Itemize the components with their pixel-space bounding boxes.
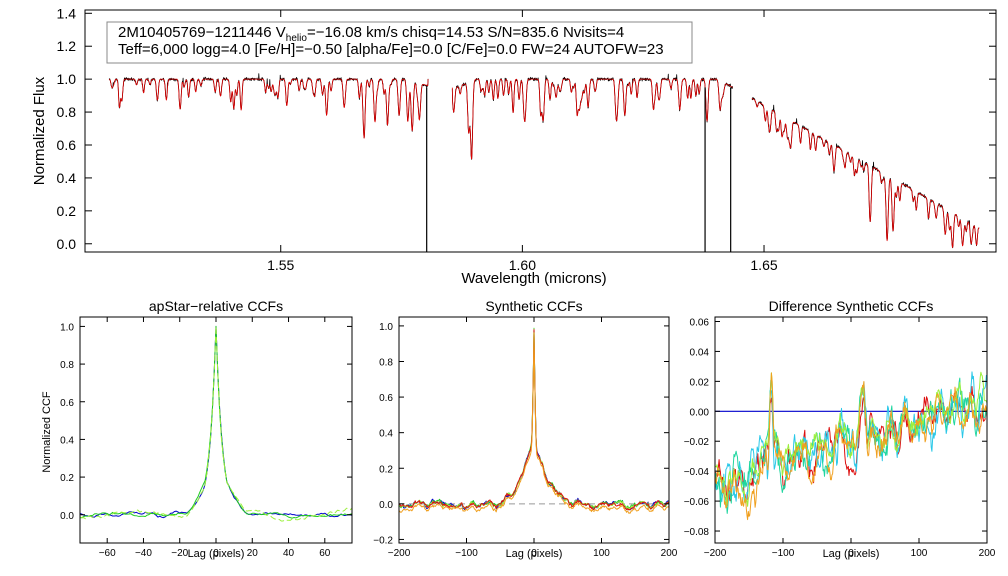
info-star-id: 2M10405769−1211446 V: [118, 24, 286, 41]
spectrum-x-tick-label: 1.55: [267, 257, 294, 273]
synthetic-ccf-x-axis-label: Lag (pixels): [506, 548, 563, 560]
spectrum-data: [108, 73, 980, 252]
synthetic-ccf-y-tick-label: 0.8: [379, 357, 393, 368]
spectrum-y-tick-label: 0.8: [57, 104, 77, 120]
spectrum-y-tick-label: 1.0: [57, 71, 77, 87]
difference-ccf-y-tick-label: −0.06: [684, 497, 710, 508]
apstar-ccf-x-tick-label: 20: [247, 548, 259, 559]
difference-ccf-y-tick-label: −0.02: [684, 437, 710, 448]
observed-spectrum-segment: [751, 97, 980, 249]
difference-ccf-x-tick-label: −100: [772, 548, 795, 559]
spectrum-y-tick-label: 0.4: [57, 170, 77, 186]
spectrum-ticks: 1.55 1.60 1.65 0.0 0.2 0.4 0.6 0.8 1.0 1.2 1.4: [57, 5, 996, 273]
spectrum-y-tick-label: 1.2: [57, 38, 77, 54]
apstar-ccf-ticks: −60 −40 −20 0 20 40 60 0.0 0.2 0.4 0.6 0.8 1.0: [60, 317, 352, 559]
difference-ccf-y-tick-label: −0.04: [684, 467, 710, 478]
spectrum-panel: 1.55 1.60 1.65 0.0 0.2 0.4 0.6 0.8 1.0 1.2 1.4 2M1…: [31, 5, 997, 287]
synthetic-ccf-y-tick-label: 0.2: [379, 464, 393, 475]
difference-ccf-x-axis-label: Lag (pixels): [823, 548, 880, 560]
difference-ccf-x-tick-label: 100: [911, 548, 928, 559]
difference-ccf-data: [714, 371, 988, 521]
info-box-frame: [106, 21, 693, 64]
apstar-ccf-title: apStar−relative CCFs: [149, 298, 283, 314]
synthetic-ccf-data: [398, 327, 670, 514]
apstar-ccf-x-tick-label: 0: [213, 548, 219, 559]
apstar-ccf-series-2: [79, 325, 353, 519]
synthetic-ccf-series-4: [398, 329, 670, 511]
apstar-ccf-frame: [79, 316, 353, 544]
spectrum-x-axis-label: Wavelength (microns): [461, 270, 606, 287]
synthetic-ccf-panel: −200 −100 0 100 200 −0.2 0.0 0.2 0.4 0.6 0.8 1.0 Sy…: [373, 298, 678, 560]
apstar-ccf-x-tick-label: −40: [135, 548, 152, 559]
spectrum-y-tick-label: 0.0: [57, 236, 77, 252]
difference-ccf-y-tick-label: −0.08: [684, 527, 710, 538]
model-spectrum-segment: [451, 78, 733, 160]
spectrum-x-tick-label: 1.65: [750, 257, 777, 273]
observed-spectrum-segment: [108, 73, 429, 139]
difference-ccf-y-tick-label: 0.04: [690, 347, 710, 358]
synthetic-ccf-x-tick-label: −200: [388, 548, 411, 559]
synthetic-ccf-x-tick-label: 200: [661, 548, 678, 559]
difference-ccf-series-4: [714, 371, 988, 507]
spectrum-info-box: 2M10405769−1211446 Vhelio=−16.08 km/s ch…: [106, 21, 693, 64]
info-fit-stats: =−16.08 km/s chisq=14.53 S/N=835.6 Nvisi…: [307, 24, 624, 41]
apstar-ccf-y-tick-label: 0.6: [60, 398, 74, 409]
difference-ccf-y-tick-label: 0.06: [690, 317, 710, 328]
apstar-ccf-y-tick-label: 0.8: [60, 360, 74, 371]
spectrum-frame: [84, 9, 997, 253]
synthetic-ccf-x-tick-label: −100: [455, 548, 478, 559]
difference-ccf-y-tick-label: 0.02: [690, 377, 710, 388]
difference-ccf-x-tick-label: 0: [848, 548, 854, 559]
info-line-2: Teff=6,000 logg=4.0 [Fe/H]=−0.50 [alpha/…: [118, 41, 664, 58]
synthetic-ccf-y-tick-label: 0.4: [379, 429, 393, 440]
spectrum-y-axis-label: Normalized Flux: [31, 76, 48, 185]
apstar-ccf-x-tick-label: 60: [319, 548, 331, 559]
apstar-ccf-x-tick-label: −60: [99, 548, 116, 559]
apstar-ccf-series-3: [79, 325, 353, 522]
synthetic-ccf-ticks: −200 −100 0 100 200 −0.2 0.0 0.2 0.4 0.6 0.8 1.0: [373, 317, 678, 559]
info-line-1: 2M10405769−1211446 Vhelio=−16.08 km/s ch…: [118, 24, 624, 44]
apstar-ccf-y-tick-label: 0.0: [60, 511, 74, 522]
apstar-ccf-series-1: [79, 325, 353, 519]
apstar-ccf-x-tick-label: −20: [171, 548, 188, 559]
model-spectrum-segment: [751, 97, 980, 248]
apstar-ccf-data: [79, 325, 353, 522]
difference-ccf-panel: −200 −100 0 100 200 −0.08 −0.06 −0.04 −0.02 0.00 0…: [684, 298, 996, 560]
model-spectrum-segment: [109, 78, 429, 139]
synthetic-ccf-y-tick-label: 0.0: [379, 500, 393, 511]
synthetic-ccf-y-tick-label: −0.2: [373, 535, 393, 546]
apstar-ccf-y-axis-label: Normalized CCF: [41, 391, 53, 473]
difference-ccf-x-tick-label: −200: [704, 548, 727, 559]
synthetic-ccf-y-tick-label: 1.0: [379, 322, 393, 333]
apstar-ccf-y-tick-label: 0.2: [60, 473, 74, 484]
difference-ccf-series-2: [714, 371, 988, 503]
apstar-ccf-x-axis-label: Lag (pixels): [188, 548, 245, 560]
difference-ccf-ticks: −200 −100 0 100 200 −0.08 −0.06 −0.04 −0.02 0.00 0…: [684, 317, 996, 559]
difference-ccf-y-tick-label: 0.00: [690, 407, 710, 418]
apstar-ccf-y-tick-label: 0.4: [60, 435, 74, 446]
difference-ccf-series-5: [714, 372, 988, 521]
synthetic-ccf-series-3: [398, 328, 670, 510]
synthetic-ccf-x-tick-label: 100: [593, 548, 610, 559]
synthetic-ccf-y-tick-label: 0.6: [379, 393, 393, 404]
spectrum-x-tick-label: 1.60: [509, 257, 536, 273]
spectrum-y-tick-label: 0.6: [57, 137, 77, 153]
apstar-ccf-x-tick-label: 40: [283, 548, 295, 559]
synthetic-ccf-title: Synthetic CCFs: [485, 298, 582, 314]
synthetic-ccf-series-5: [398, 332, 670, 514]
difference-ccf-x-tick-label: 200: [979, 548, 996, 559]
apstar-ccf-panel: −60 −40 −20 0 20 40 60 0.0 0.2 0.4 0.6 0.8 1.0 apSta…: [41, 298, 353, 560]
info-vhelio-subscript: helio: [286, 33, 308, 44]
spectrum-y-tick-label: 0.2: [57, 203, 77, 219]
synthetic-ccf-x-tick-label: 0: [531, 548, 537, 559]
spectrum-y-tick-label: 1.4: [57, 5, 77, 21]
apstar-ccf-y-tick-label: 1.0: [60, 322, 74, 333]
difference-ccf-title: Difference Synthetic CCFs: [769, 298, 934, 314]
